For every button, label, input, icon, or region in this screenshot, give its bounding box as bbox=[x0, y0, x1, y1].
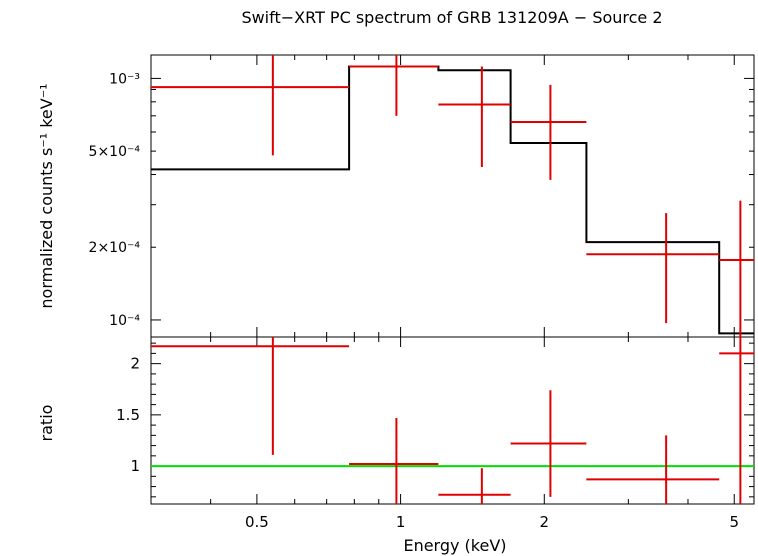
top-panel-frame bbox=[150, 54, 755, 338]
x-tick-label: 1 bbox=[396, 513, 406, 531]
bottom-y-tick-label: 2 bbox=[130, 355, 140, 373]
x-tick-label: 0.5 bbox=[245, 513, 269, 531]
top-y-tick-label: 5×10⁻⁴ bbox=[89, 144, 141, 160]
top-y-axis-label: normalized counts s⁻¹ keV⁻¹ bbox=[37, 83, 56, 308]
bottom-y-tick-label: 1.5 bbox=[116, 406, 140, 424]
bottom-y-tick-label: 1 bbox=[130, 457, 140, 475]
bottom-y-axis-label: ratio bbox=[37, 405, 56, 442]
top-y-tick-label: 2×10⁻⁴ bbox=[89, 240, 141, 256]
top-y-tick-label: 10⁻³ bbox=[109, 71, 140, 87]
x-tick-label: 5 bbox=[729, 513, 739, 531]
x-axis-label: Energy (keV) bbox=[403, 536, 506, 555]
bottom-panel-frame bbox=[150, 336, 755, 505]
model-step-line bbox=[151, 65, 754, 335]
chart-title: Swift−XRT PC spectrum of GRB 131209A − S… bbox=[241, 8, 662, 27]
top-y-tick-label: 10⁻⁴ bbox=[109, 313, 140, 329]
x-tick-label: 2 bbox=[540, 513, 550, 531]
